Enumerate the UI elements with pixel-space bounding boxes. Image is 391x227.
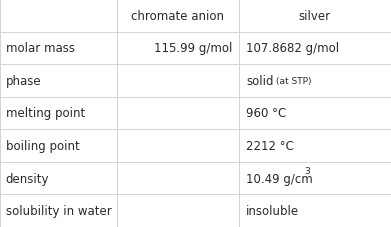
Text: 107.8682 g/mol: 107.8682 g/mol xyxy=(246,42,339,55)
Text: 2212 °C: 2212 °C xyxy=(246,139,294,152)
Text: melting point: melting point xyxy=(6,107,85,120)
Text: molar mass: molar mass xyxy=(6,42,75,55)
Text: solubility in water: solubility in water xyxy=(6,204,111,217)
Text: 960 °C: 960 °C xyxy=(246,107,287,120)
Text: 10.49 g/cm: 10.49 g/cm xyxy=(246,172,313,185)
Text: boiling point: boiling point xyxy=(6,139,80,152)
Text: chromate anion: chromate anion xyxy=(131,10,224,23)
Text: 115.99 g/mol: 115.99 g/mol xyxy=(154,42,233,55)
Text: silver: silver xyxy=(299,10,331,23)
Text: solid: solid xyxy=(246,75,274,88)
Text: 3: 3 xyxy=(304,167,310,176)
Text: insoluble: insoluble xyxy=(246,204,300,217)
Text: density: density xyxy=(6,172,49,185)
Text: phase: phase xyxy=(6,75,41,88)
Text: (at STP): (at STP) xyxy=(276,76,311,86)
